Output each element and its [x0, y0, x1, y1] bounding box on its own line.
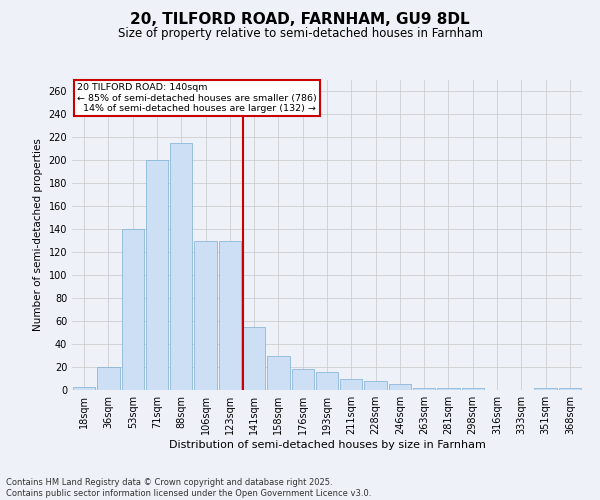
Bar	[194, 240, 217, 390]
Bar	[461, 388, 484, 390]
X-axis label: Distribution of semi-detached houses by size in Farnham: Distribution of semi-detached houses by …	[169, 440, 485, 450]
Bar	[437, 388, 460, 390]
Bar	[73, 386, 95, 390]
Bar	[97, 367, 119, 390]
Bar	[292, 370, 314, 390]
Bar	[389, 384, 411, 390]
Bar	[316, 372, 338, 390]
Bar	[146, 160, 168, 390]
Bar	[218, 240, 241, 390]
Text: 20, TILFORD ROAD, FARNHAM, GU9 8DL: 20, TILFORD ROAD, FARNHAM, GU9 8DL	[130, 12, 470, 28]
Bar	[559, 388, 581, 390]
Bar	[267, 356, 290, 390]
Bar	[535, 388, 557, 390]
Bar	[364, 381, 387, 390]
Text: Contains HM Land Registry data © Crown copyright and database right 2025.
Contai: Contains HM Land Registry data © Crown c…	[6, 478, 371, 498]
Y-axis label: Number of semi-detached properties: Number of semi-detached properties	[33, 138, 43, 332]
Bar	[413, 388, 436, 390]
Bar	[243, 327, 265, 390]
Text: 20 TILFORD ROAD: 140sqm
← 85% of semi-detached houses are smaller (786)
  14% of: 20 TILFORD ROAD: 140sqm ← 85% of semi-de…	[77, 83, 317, 113]
Bar	[122, 230, 144, 390]
Bar	[340, 378, 362, 390]
Bar	[170, 143, 193, 390]
Text: Size of property relative to semi-detached houses in Farnham: Size of property relative to semi-detach…	[118, 28, 482, 40]
